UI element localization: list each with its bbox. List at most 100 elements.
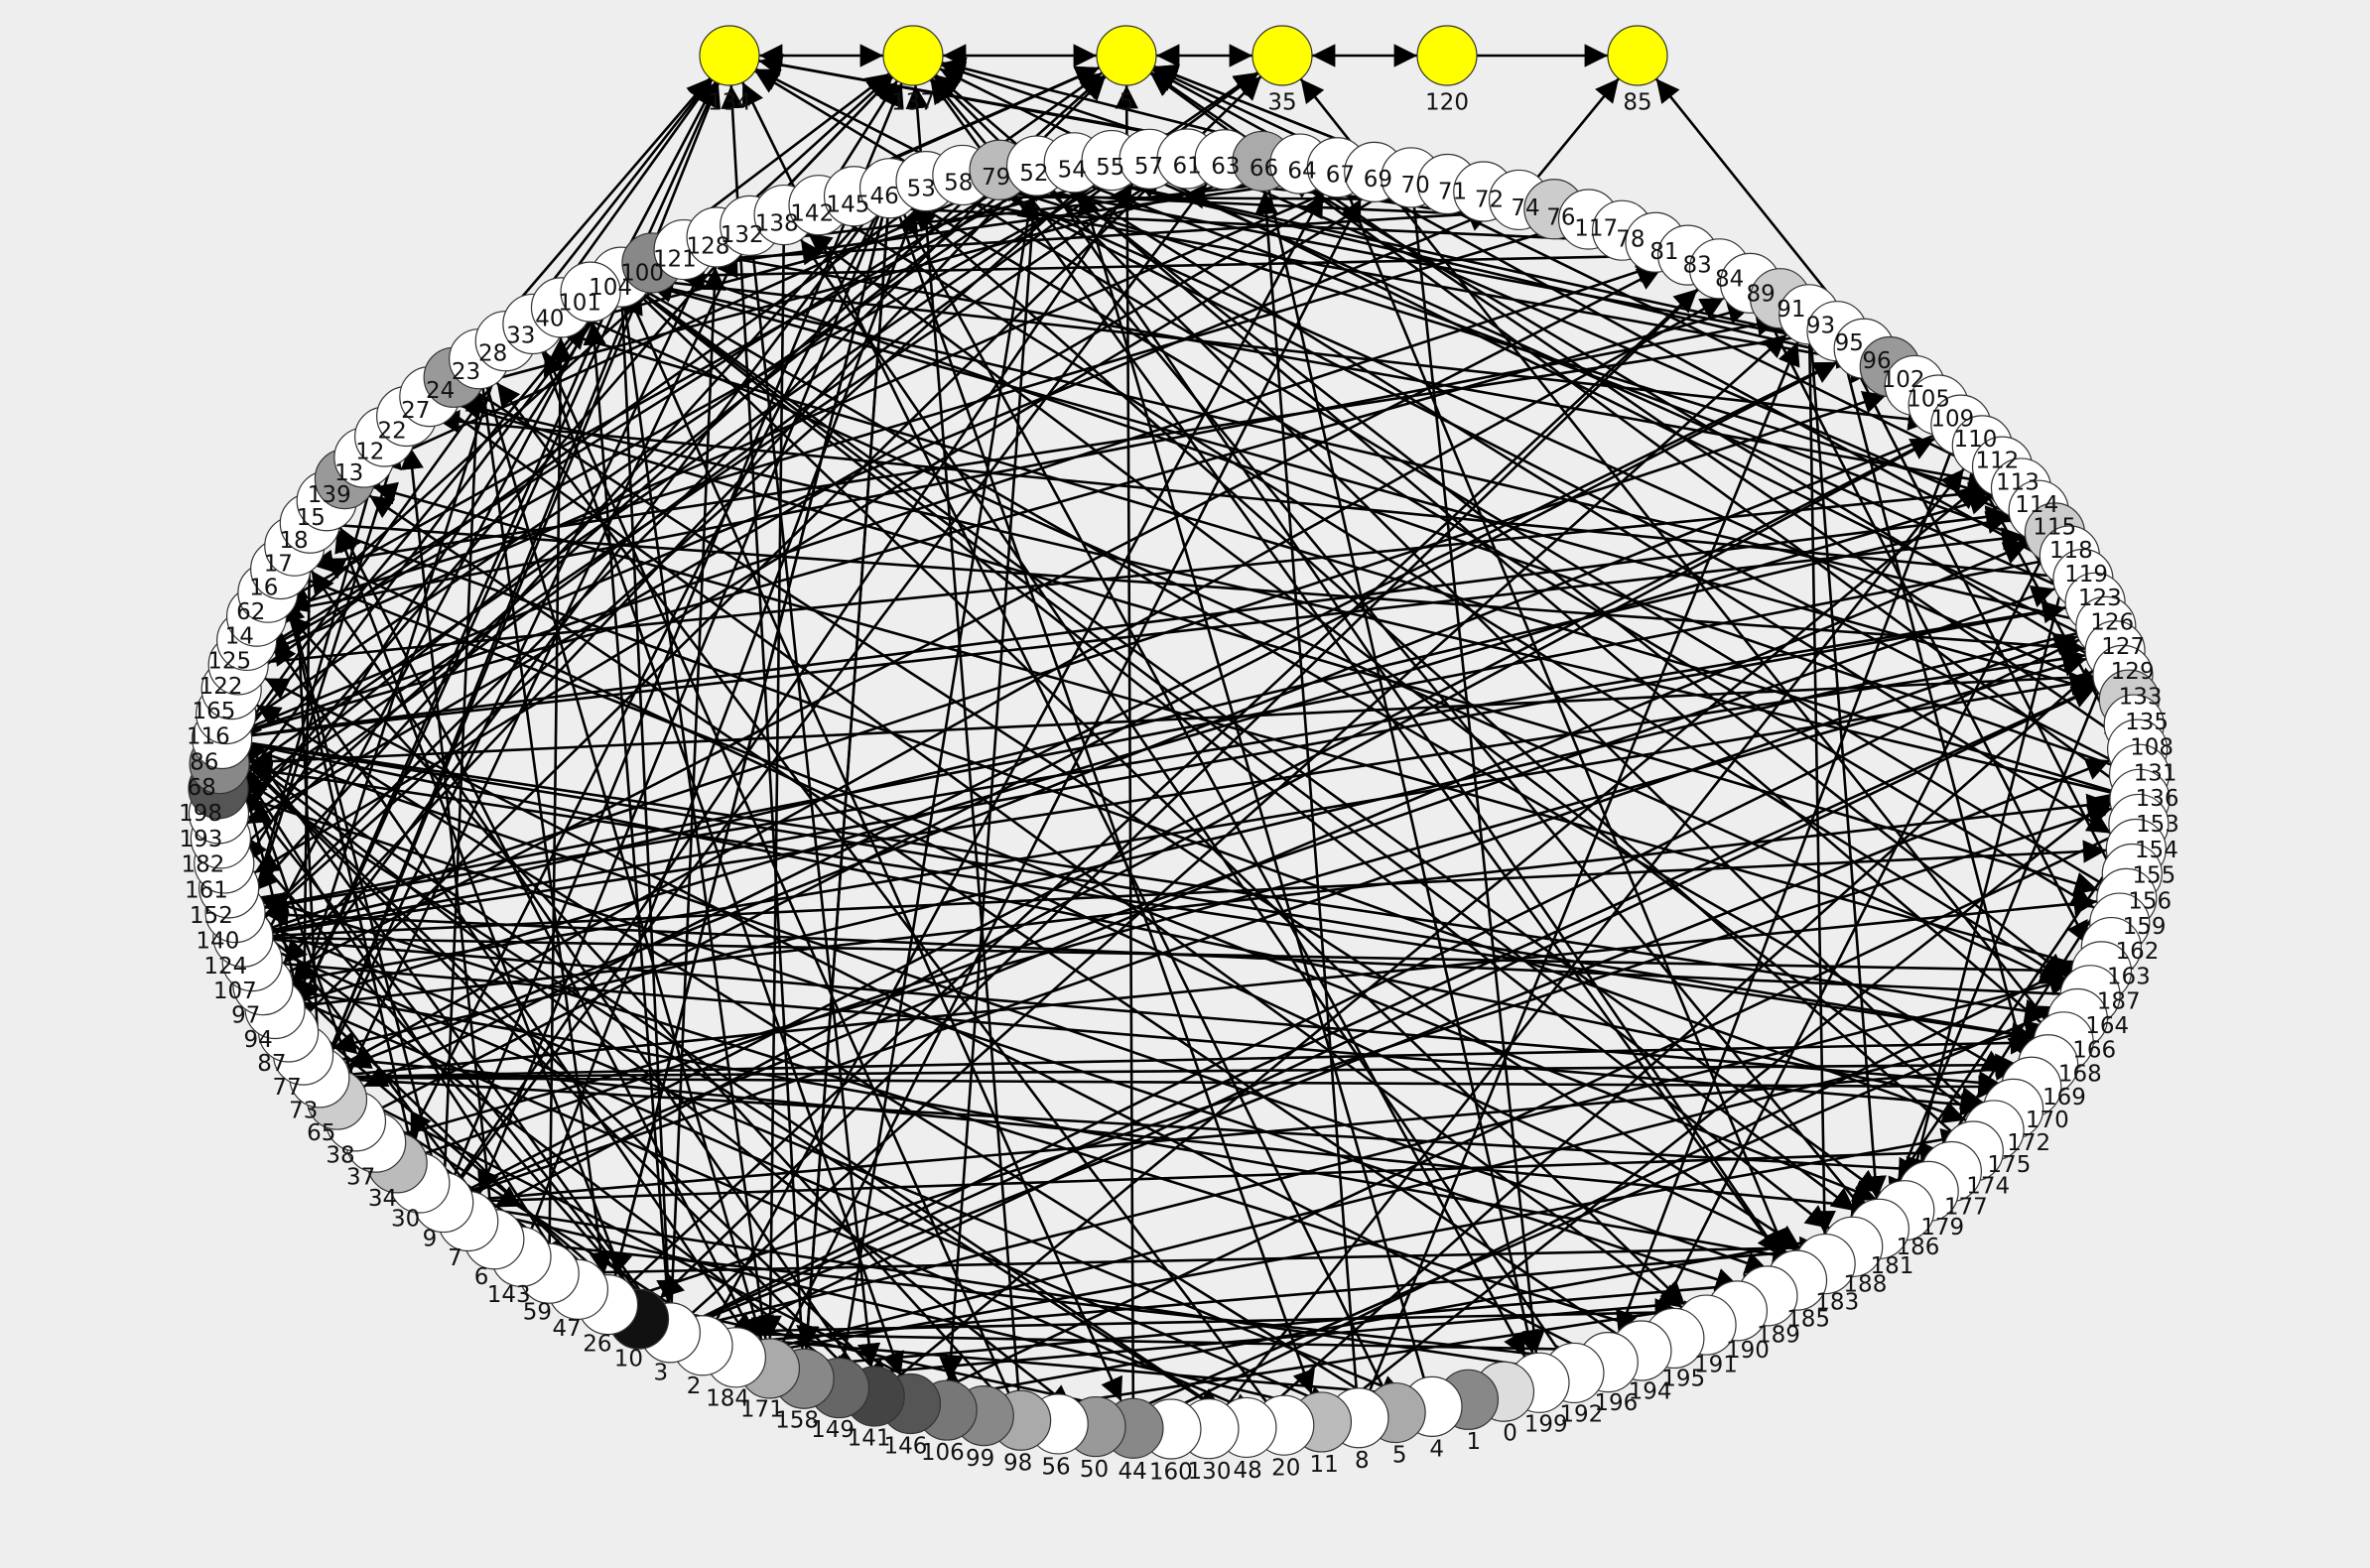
- node-label: 156: [2128, 888, 2172, 914]
- edge: [619, 275, 2007, 1074]
- node-label: 72: [1475, 187, 1504, 212]
- edge: [669, 686, 2097, 1335]
- node-label: 74: [1511, 196, 1539, 221]
- edge: [262, 983, 1257, 1415]
- edge: [1095, 1005, 2064, 1428]
- node-label: 154: [2135, 838, 2178, 863]
- edge: [669, 638, 2080, 1335]
- node-label: 105: [1907, 386, 1950, 412]
- node-label: 198: [179, 801, 222, 827]
- edge: [218, 78, 714, 765]
- node-label: 84: [1715, 266, 1744, 292]
- node-label: 193: [180, 827, 223, 852]
- node-label: 53: [907, 177, 936, 202]
- node-label: 70: [1401, 173, 1430, 198]
- edge: [1115, 84, 1138, 1429]
- edge: [293, 340, 507, 1004]
- node-label: 119: [2064, 562, 2108, 588]
- node-label: 131: [2134, 760, 2177, 786]
- node-label: 65: [307, 1120, 335, 1146]
- edge: [1035, 164, 2112, 835]
- edge: [221, 737, 2035, 1045]
- node-label: 126: [2090, 609, 2134, 635]
- node-label: 38: [326, 1143, 354, 1169]
- node-label: 170: [2026, 1108, 2069, 1133]
- edge: [735, 1020, 2049, 1360]
- node-label: 5: [1392, 1443, 1407, 1469]
- edge: [619, 276, 1122, 1402]
- edge: [221, 301, 1753, 740]
- node-label: 182: [181, 852, 224, 878]
- edge: [549, 1236, 1823, 1275]
- node-label: 115: [2033, 515, 2076, 541]
- edge: [219, 71, 1259, 840]
- node-label: 89: [1747, 281, 1776, 307]
- edge: [274, 793, 2111, 1010]
- node-label: 101: [558, 290, 601, 316]
- node-label: 40: [535, 307, 564, 332]
- node-label: 172: [2007, 1130, 2050, 1156]
- node-label: 68: [187, 775, 215, 801]
- node-label: 22: [378, 418, 407, 444]
- node-label: 171: [740, 1397, 784, 1423]
- node-label: 179: [1920, 1215, 1964, 1241]
- node-label: 160: [1149, 1459, 1193, 1485]
- node-label: 57: [1134, 154, 1163, 180]
- edge: [477, 358, 766, 1341]
- node-label: 73: [289, 1098, 318, 1123]
- edge: [609, 188, 891, 1276]
- edge: [477, 188, 891, 1195]
- edge: [531, 324, 904, 1376]
- node-label: 71: [1438, 180, 1467, 205]
- edge: [1336, 167, 1787, 1253]
- edge: [547, 336, 573, 1274]
- edge: [1616, 424, 1963, 1336]
- node-label: 142: [790, 201, 834, 227]
- node-label: 188: [1843, 1272, 1887, 1298]
- node-label: 10: [614, 1347, 643, 1372]
- edge: [619, 276, 1686, 1306]
- node-label: 56: [1041, 1454, 1070, 1480]
- edge: [280, 568, 1878, 1202]
- edge: [560, 306, 2064, 984]
- edge: [396, 585, 2056, 1165]
- node-label: 91: [1777, 297, 1805, 323]
- edge: [243, 778, 1248, 1429]
- edge: [346, 423, 1962, 1069]
- edge: [242, 935, 2003, 1095]
- edge: [284, 217, 1589, 613]
- node-label: 113: [1996, 469, 2040, 495]
- node-label: 47: [553, 1316, 582, 1342]
- node-label: 96: [1862, 348, 1891, 374]
- node-label: 18: [279, 528, 308, 554]
- top-node: [1607, 25, 1668, 86]
- node-label: 79: [982, 165, 1010, 191]
- node-label: 138: [755, 211, 799, 237]
- edge: [319, 1053, 2019, 1080]
- node-label: 95: [1835, 330, 1864, 356]
- node-label: 116: [187, 724, 230, 750]
- node-label: 46: [869, 184, 898, 209]
- edge: [1807, 314, 1836, 1235]
- edge: [929, 78, 1798, 1281]
- edge: [939, 165, 1038, 1381]
- node-label: 199: [1524, 1411, 1568, 1437]
- edge: [354, 360, 1839, 1123]
- node-label: 54: [1058, 157, 1087, 183]
- node-label: 13: [334, 460, 363, 486]
- node-label: 169: [2042, 1085, 2086, 1111]
- edge: [1299, 77, 2065, 1043]
- edge: [748, 225, 881, 1368]
- node-label: 110: [1954, 427, 1998, 453]
- node-label: 86: [190, 749, 218, 775]
- edge: [807, 231, 1995, 1131]
- edge: [905, 84, 1022, 1421]
- node-label: 174: [1966, 1174, 2010, 1200]
- edge: [222, 74, 1106, 864]
- node-label: 149: [811, 1417, 855, 1443]
- node-label: 158: [775, 1407, 819, 1433]
- edge: [238, 481, 1992, 667]
- edge: [889, 187, 1861, 369]
- node-label: 99: [966, 1446, 994, 1472]
- edge: [937, 823, 2140, 1392]
